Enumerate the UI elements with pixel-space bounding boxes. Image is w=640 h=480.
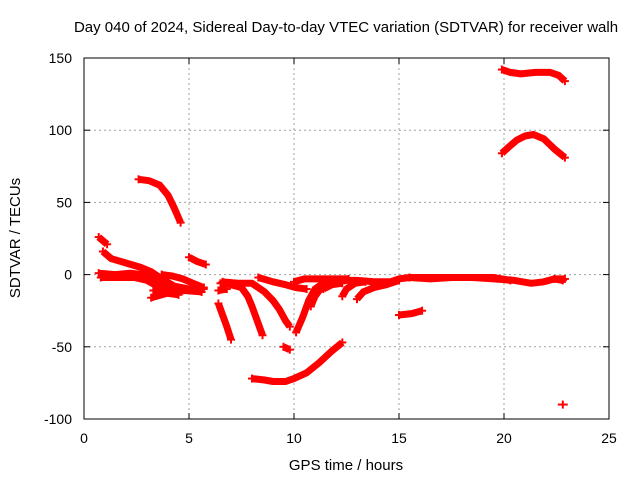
series-arc-14: [257, 274, 308, 293]
series-arc-16: [251, 339, 345, 385]
y-tick-label: -50: [52, 339, 72, 355]
grid-lines: [84, 58, 609, 419]
isolated-point: [557, 400, 568, 409]
y-tick-label: 100: [49, 122, 73, 138]
chart-title: Day 040 of 2024, Sidereal Day-to-day VTE…: [74, 19, 618, 36]
y-tick-label: 150: [49, 50, 73, 66]
series-arc-01: [96, 234, 110, 247]
series-arc-08: [138, 175, 184, 225]
x-tick-label: 25: [601, 430, 617, 446]
series-arc-21: [339, 278, 366, 299]
series-arc-12: [222, 278, 293, 329]
series-arc-25: [500, 66, 568, 84]
x-tick-label: 5: [185, 430, 193, 446]
x-tick-label: 0: [80, 430, 88, 446]
plot-frame: [83, 57, 610, 420]
series-arc-06: [161, 271, 206, 291]
y-tick-label: 0: [64, 267, 72, 283]
y-axis-label: SDTVAR / TECUs: [7, 178, 24, 298]
series-arc-22: [354, 277, 401, 302]
series-arc-18: [293, 275, 349, 286]
series-arc-07: [150, 287, 184, 302]
series-arc-09: [187, 254, 207, 268]
x-axis-label: GPS time / hours: [289, 457, 403, 474]
y-tick-label: 50: [56, 194, 72, 210]
x-tick-label: 10: [286, 430, 302, 446]
series-arc-10: [215, 302, 235, 341]
series-arc-17: [292, 274, 564, 334]
x-tick-label: 15: [391, 430, 407, 446]
axis-ticks: 0 5 10 15 20 25 -100 -50 0 50 100 150: [44, 50, 617, 446]
y-tick-label: -100: [44, 411, 72, 427]
x-tick-label: 20: [496, 430, 512, 446]
series-arc-24: [409, 274, 511, 284]
series-arc-26: [499, 131, 568, 161]
data-series: [94, 65, 569, 409]
